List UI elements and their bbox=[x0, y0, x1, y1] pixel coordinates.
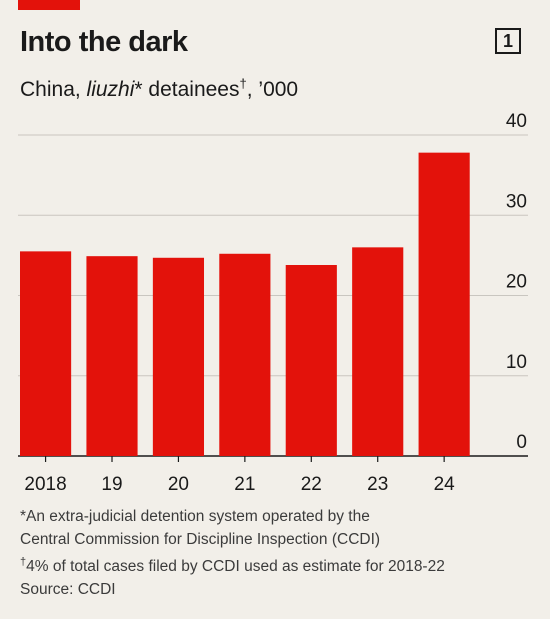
bar-24 bbox=[418, 152, 470, 456]
y-tick-labels: 0 10 20 30 40 bbox=[506, 111, 527, 453]
chart-number-badge: 1 bbox=[495, 28, 521, 54]
footnotes: *An extra-judicial detention system oper… bbox=[20, 505, 540, 601]
bar-19 bbox=[86, 256, 138, 456]
footnote-line-1: *An extra-judicial detention system oper… bbox=[20, 508, 370, 525]
y-tick-label-10: 10 bbox=[506, 352, 527, 373]
bars bbox=[20, 152, 470, 456]
subtitle-suffix: , ’000 bbox=[246, 78, 299, 101]
bar-20 bbox=[152, 257, 205, 456]
footnote-line-3-text: 4% of total cases filed by CCDI used as … bbox=[26, 558, 445, 576]
x-tick-labels: 2018 19 20 21 22 23 24 bbox=[24, 456, 455, 495]
chart-subtitle: China, liuzhi* detainees†, ’000 bbox=[20, 76, 298, 102]
subtitle-middle: * detainees bbox=[134, 78, 240, 101]
x-tick-label-23: 23 bbox=[367, 474, 388, 495]
y-tick-label-30: 30 bbox=[506, 191, 527, 212]
y-tick-label-40: 40 bbox=[506, 111, 527, 132]
x-tick-label-2018: 2018 bbox=[24, 474, 66, 495]
subtitle-dagger: † bbox=[239, 76, 247, 91]
source-note: Source: CCDI bbox=[20, 581, 116, 599]
y-tick-label-20: 20 bbox=[506, 272, 527, 293]
footnote-line-3: †4% of total cases filed by CCDI used as… bbox=[20, 551, 540, 578]
footnote-line-2: Central Commission for Discipline Inspec… bbox=[20, 531, 381, 548]
x-tick-label-24: 24 bbox=[434, 474, 456, 495]
y-tick-label-0: 0 bbox=[516, 432, 527, 453]
x-tick-label-19: 19 bbox=[101, 474, 122, 495]
chart-title: Into the dark bbox=[20, 26, 188, 58]
subtitle-term: liuzhi bbox=[86, 78, 135, 101]
bar-21 bbox=[219, 253, 271, 456]
x-tick-label-22: 22 bbox=[301, 474, 322, 495]
brand-tag bbox=[18, 0, 80, 10]
x-tick-label-21: 21 bbox=[234, 474, 255, 495]
footnote-dagger: † bbox=[20, 556, 27, 568]
bar-23 bbox=[352, 247, 404, 456]
bar-chart: 0 10 20 30 40 2018 19 20 21 22 23 24 bbox=[18, 111, 528, 495]
subtitle-prefix: China, bbox=[20, 78, 87, 101]
x-tick-label-20: 20 bbox=[168, 474, 189, 495]
bar-2018 bbox=[20, 251, 72, 456]
bar-22 bbox=[285, 265, 337, 456]
